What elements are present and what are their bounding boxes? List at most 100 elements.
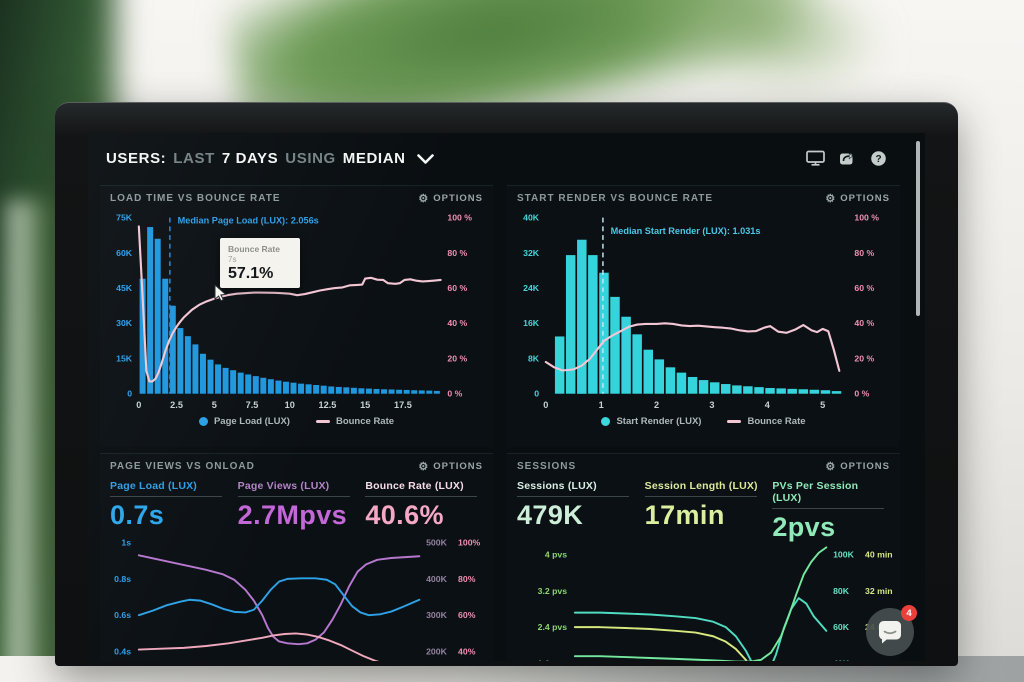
svg-text:15: 15 (360, 400, 370, 410)
help-icon[interactable]: ? (870, 150, 887, 167)
svg-text:16K: 16K (523, 318, 540, 328)
legend-item[interactable]: Bounce Rate (727, 416, 806, 427)
plant-leaf-blur (609, 0, 891, 110)
tooltip-x-value: 7s (228, 255, 237, 264)
metrics-row: Page Load (LUX) 0.7s Page Views (LUX) 2.… (104, 476, 489, 531)
display-icon[interactable] (806, 150, 825, 166)
svg-text:40 min: 40 min (865, 550, 893, 560)
scrollbar-thumb[interactable] (916, 141, 920, 316)
svg-text:100 %: 100 % (854, 213, 879, 223)
metric-label: Session Length (LUX) (644, 480, 758, 492)
svg-text:2.4 pvs: 2.4 pvs (538, 622, 568, 632)
panel-start-render-vs-bounce-rate: START RENDER VS BOUNCE RATE ⚙ OPTIONS 40… (507, 185, 900, 447)
metric-bounce-rate: Bounce Rate (LUX) 40.6% (365, 480, 483, 531)
dashboard-screen: USERS: LAST 7 DAYS USING MEDIAN ? (88, 133, 925, 661)
svg-text:4: 4 (765, 400, 771, 410)
svg-text:8K: 8K (528, 353, 540, 363)
svg-text:0.6s: 0.6s (114, 610, 131, 620)
options-button[interactable]: ⚙ OPTIONS (418, 461, 483, 472)
metric-sessions: Sessions (LUX) 479K (517, 480, 635, 543)
legend-label: Bounce Rate (335, 416, 395, 428)
svg-text:1.6 pvs: 1.6 pvs (538, 658, 568, 661)
metric-page-views: Page Views (LUX) 2.7Mpvs (237, 480, 356, 531)
options-button[interactable]: ⚙ OPTIONS (418, 193, 483, 204)
svg-text:3: 3 (709, 400, 714, 410)
svg-text:300K: 300K (426, 610, 447, 620)
chat-widget-button[interactable]: 4 (866, 605, 917, 656)
title-segment: USERS: (106, 149, 167, 167)
metric-label: Bounce Rate (LUX) (365, 480, 464, 492)
svg-text:60 %: 60 % (854, 283, 874, 293)
svg-text:7.5: 7.5 (246, 400, 259, 410)
panel-title: PAGE VIEWS VS ONLOAD (110, 461, 255, 472)
options-label: OPTIONS (840, 193, 890, 204)
users-period-dropdown[interactable]: USERS: LAST 7 DAYS USING MEDIAN (106, 150, 434, 167)
page-views-onload-chart: 1s 0.8s 0.6s 0.4s 500K 400K 300K 200K 100% 80% 60%… (114, 538, 481, 661)
metric-divider (237, 496, 350, 497)
title-segment: LAST (173, 149, 215, 167)
title-segment: 7 DAYS (221, 149, 279, 167)
notification-badge: 4 (901, 605, 917, 621)
chevron-down-icon (416, 153, 434, 164)
legend-item[interactable]: Page Load (LUX) (198, 416, 290, 428)
svg-text:100K: 100K (833, 550, 854, 560)
legend-label: Start Render (LUX) (616, 416, 702, 428)
svg-text:32 min: 32 min (865, 586, 893, 596)
metric-value: 0.7s (110, 500, 165, 530)
options-label: OPTIONS (840, 461, 890, 472)
legend-item[interactable]: Bounce Rate (315, 416, 395, 428)
svg-text:24K: 24K (523, 283, 540, 293)
gear-icon: ⚙ (825, 192, 837, 205)
svg-text:200K: 200K (426, 646, 447, 656)
metric-value: 2.7Mpvs (237, 500, 348, 530)
panel-title: LOAD TIME VS BOUNCE RATE (110, 193, 281, 204)
svg-text:3.2 pvs: 3.2 pvs (538, 586, 568, 596)
svg-text:0.8s: 0.8s (114, 574, 131, 584)
options-button[interactable]: ⚙ OPTIONS (825, 461, 890, 472)
svg-text:4 pvs: 4 pvs (545, 550, 567, 560)
svg-text:60K: 60K (833, 622, 850, 632)
svg-text:20 %: 20 % (854, 353, 874, 363)
app-header: USERS: LAST 7 DAYS USING MEDIAN ? (88, 133, 925, 179)
svg-text:0: 0 (127, 389, 132, 399)
svg-text:80%: 80% (458, 574, 476, 584)
metric-value: 479K (517, 500, 584, 530)
svg-text:5: 5 (212, 400, 217, 410)
svg-text:1: 1 (599, 400, 604, 410)
svg-text:20 %: 20 % (447, 353, 467, 363)
svg-text:0 %: 0 % (854, 389, 869, 399)
metric-value: 40.6% (365, 500, 444, 530)
metric-label: Page Views (LUX) (237, 480, 330, 492)
svg-text:40K: 40K (523, 213, 540, 223)
legend-dot-swatch (198, 417, 208, 427)
metrics-row: Sessions (LUX) 479K Session Length (LUX)… (511, 476, 896, 543)
options-label: OPTIONS (433, 193, 483, 204)
svg-text:60 %: 60 % (447, 283, 467, 293)
start-render-bounce-chart: 40K 32K 24K 16K 8K 0 100 % 80 % 60 % 40 % 20 % 0 % 0… (523, 213, 879, 411)
metric-page-load: Page Load (LUX) 0.7s (110, 480, 228, 531)
metric-session-length: Session Length (LUX) 17min (644, 480, 763, 543)
svg-text:80 %: 80 % (854, 248, 874, 258)
legend-label: Page Load (LUX) (213, 416, 290, 428)
metric-value: 2pvs (772, 512, 836, 542)
svg-text:45K: 45K (116, 283, 133, 293)
svg-text:0 %: 0 % (447, 389, 462, 399)
svg-text:2: 2 (654, 400, 659, 410)
title-segment: USING (285, 149, 336, 167)
metric-divider (365, 496, 478, 497)
svg-text:60K: 60K (116, 248, 133, 258)
chat-bubble-icon (879, 621, 901, 644)
svg-text:100 %: 100 % (447, 213, 472, 223)
load-time-bounce-chart: 75K 60K 45K 30K 15K 0 100 % 80 % 60 % 40 % 20 % 0 %… (116, 213, 472, 411)
share-icon[interactable] (839, 150, 856, 166)
tooltip-value: 57.1% (228, 265, 274, 282)
gear-icon: ⚙ (825, 460, 837, 473)
svg-text:0: 0 (136, 400, 141, 410)
mouse-cursor (214, 284, 227, 302)
svg-text:2.5: 2.5 (170, 400, 183, 410)
sessions-chart: 4 pvs 3.2 pvs 2.4 pvs 1.6 pvs 100K 80K 60K 40K 4… (538, 546, 893, 661)
legend-line-swatch (727, 420, 742, 424)
laptop-frame: USERS: LAST 7 DAYS USING MEDIAN ? (55, 102, 958, 666)
options-button[interactable]: ⚙ OPTIONS (825, 193, 890, 204)
legend-item[interactable]: Start Render (LUX) (601, 416, 701, 427)
